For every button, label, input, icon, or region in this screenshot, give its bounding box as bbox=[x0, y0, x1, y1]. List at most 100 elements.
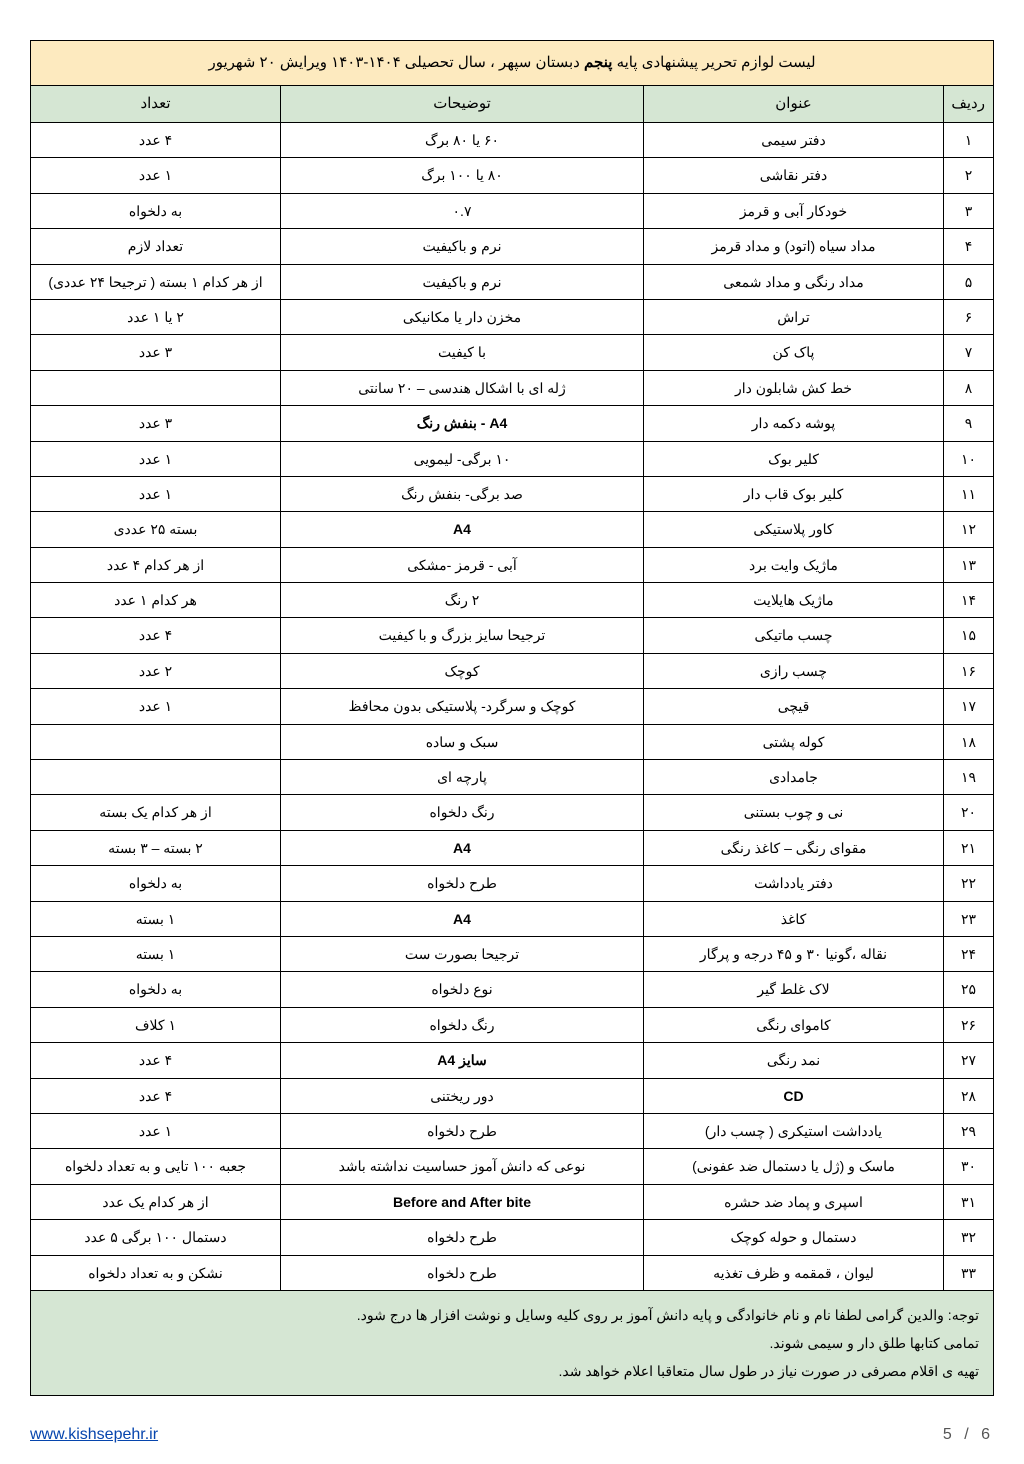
cell-title: قیچی bbox=[644, 689, 944, 724]
cell-qty: ۴ عدد bbox=[31, 123, 281, 158]
cell-desc: ۲ رنگ bbox=[281, 583, 644, 618]
table-row: ۲۲دفتر یادداشتطرح دلخواهبه دلخواه bbox=[31, 866, 994, 901]
cell-desc: A4 bbox=[281, 512, 644, 547]
cell-qty: از هر کدام ۱ بسته ( ترجیحا ۲۴ عددی) bbox=[31, 264, 281, 299]
cell-title: لیوان ، قمقمه و ظرف تغذیه bbox=[644, 1255, 944, 1290]
cell-num: ۱۱ bbox=[944, 476, 994, 511]
notes-row: توجه: والدین گرامی لطفا نام و نام خانواد… bbox=[31, 1290, 994, 1395]
table-row: ۲۶کاموای رنگیرنگ دلخواه۱ کلاف bbox=[31, 1007, 994, 1042]
cell-qty: ۳ عدد bbox=[31, 406, 281, 441]
cell-num: ۳۱ bbox=[944, 1184, 994, 1219]
cell-num: ۲۲ bbox=[944, 866, 994, 901]
notes-cell: توجه: والدین گرامی لطفا نام و نام خانواد… bbox=[31, 1290, 994, 1395]
table-row: ۱۳ماژیک وایت بردآبی - قرمز -مشکیاز هر کد… bbox=[31, 547, 994, 582]
cell-desc: ۰.۷ bbox=[281, 193, 644, 228]
cell-desc: A4 - بنفش رنگ bbox=[281, 406, 644, 441]
table-row: ۹پوشه دکمه دارA4 - بنفش رنگ۳ عدد bbox=[31, 406, 994, 441]
table-row: ۱۴ماژیک هایلایت۲ رنگهر کدام ۱ عدد bbox=[31, 583, 994, 618]
table-row: ۲۳کاغذA4۱ بسته bbox=[31, 901, 994, 936]
cell-desc: مخزن دار یا مکانیکی bbox=[281, 299, 644, 334]
table-row: ۶تراشمخزن دار یا مکانیکی۲ یا ۱ عدد bbox=[31, 299, 994, 334]
cell-desc: طرح دلخواه bbox=[281, 1255, 644, 1290]
cell-num: ۱۳ bbox=[944, 547, 994, 582]
cell-title: CD bbox=[644, 1078, 944, 1113]
cell-qty: جعبه ۱۰۰ تایی و به تعداد دلخواه bbox=[31, 1149, 281, 1184]
cell-num: ۳ bbox=[944, 193, 994, 228]
table-row: ۵مداد رنگی و مداد شمعینرم و باکیفیتاز هر… bbox=[31, 264, 994, 299]
cell-num: ۳۳ bbox=[944, 1255, 994, 1290]
cell-desc: صد برگی- بنفش رنگ bbox=[281, 476, 644, 511]
cell-num: ۲۶ bbox=[944, 1007, 994, 1042]
cell-num: ۵ bbox=[944, 264, 994, 299]
website-link[interactable]: www.kishsepehr.ir bbox=[30, 1426, 158, 1444]
cell-num: ۱۴ bbox=[944, 583, 994, 618]
table-row: ۸خط کش شابلون دارژله ای با اشکال هندسی –… bbox=[31, 370, 994, 405]
table-row: ۱۹جامدادیپارچه ای bbox=[31, 760, 994, 795]
table-row: ۱۱کلیر بوک قاب دارصد برگی- بنفش رنگ۱ عدد bbox=[31, 476, 994, 511]
cell-num: ۱۰ bbox=[944, 441, 994, 476]
note-line: تهیه ی اقلام مصرفی در صورت نیاز در طول س… bbox=[45, 1357, 979, 1385]
cell-title: مقوای رنگی – کاغذ رنگی bbox=[644, 830, 944, 865]
table-row: ۲۵لاک غلط گیرنوع دلخواهبه دلخواه bbox=[31, 972, 994, 1007]
col-header-qty: تعداد bbox=[31, 86, 281, 123]
cell-num: ۲۹ bbox=[944, 1113, 994, 1148]
table-row: ۲دفتر نقاشی۸۰ یا ۱۰۰ برگ۱ عدد bbox=[31, 158, 994, 193]
cell-num: ۲۳ bbox=[944, 901, 994, 936]
cell-num: ۷ bbox=[944, 335, 994, 370]
title-grade: پنجم bbox=[584, 54, 612, 71]
cell-num: ۴ bbox=[944, 229, 994, 264]
cell-qty: ۲ عدد bbox=[31, 653, 281, 688]
cell-num: ۱۹ bbox=[944, 760, 994, 795]
cell-qty: دستمال ۱۰۰ برگی ۵ عدد bbox=[31, 1220, 281, 1255]
cell-desc: ۱۰ برگی- لیمویی bbox=[281, 441, 644, 476]
cell-desc: دور ریختنی bbox=[281, 1078, 644, 1113]
cell-title: کوله پشتی bbox=[644, 724, 944, 759]
cell-qty: ۱ عدد bbox=[31, 158, 281, 193]
cell-title: ماژیک وایت برد bbox=[644, 547, 944, 582]
cell-qty: ۳ عدد bbox=[31, 335, 281, 370]
cell-desc: سایز A4 bbox=[281, 1043, 644, 1078]
cell-title: دفتر یادداشت bbox=[644, 866, 944, 901]
cell-desc: نرم و باکیفیت bbox=[281, 229, 644, 264]
cell-desc: ترجیحا سایز بزرگ و با کیفیت bbox=[281, 618, 644, 653]
cell-qty: ۱ بسته bbox=[31, 936, 281, 971]
cell-num: ۲ bbox=[944, 158, 994, 193]
cell-title: نقاله ،گونیا ۳۰ و ۴۵ درجه و پرگار bbox=[644, 936, 944, 971]
cell-qty: به دلخواه bbox=[31, 866, 281, 901]
table-row: ۱۵چسب ماتیکیترجیحا سایز بزرگ و با کیفیت۴… bbox=[31, 618, 994, 653]
cell-qty: ۴ عدد bbox=[31, 618, 281, 653]
cell-desc: نوعی که دانش آموز حساسیت نداشته باشد bbox=[281, 1149, 644, 1184]
cell-qty: ۱ عدد bbox=[31, 476, 281, 511]
cell-title: خودکار آبی و قرمز bbox=[644, 193, 944, 228]
cell-num: ۲۱ bbox=[944, 830, 994, 865]
col-header-desc: توضیحات bbox=[281, 86, 644, 123]
cell-num: ۲۸ bbox=[944, 1078, 994, 1113]
cell-qty: به دلخواه bbox=[31, 972, 281, 1007]
cell-desc: رنگ دلخواه bbox=[281, 795, 644, 830]
cell-qty: ۲ بسته – ۳ بسته bbox=[31, 830, 281, 865]
cell-title: کلیر بوک قاب دار bbox=[644, 476, 944, 511]
cell-qty: بسته ۲۵ عددی bbox=[31, 512, 281, 547]
cell-desc: رنگ دلخواه bbox=[281, 1007, 644, 1042]
table-row: ۱۸کوله پشتیسبک و ساده bbox=[31, 724, 994, 759]
cell-desc: طرح دلخواه bbox=[281, 1113, 644, 1148]
cell-desc: نوع دلخواه bbox=[281, 972, 644, 1007]
cell-title: چسب رازی bbox=[644, 653, 944, 688]
cell-num: ۳۰ bbox=[944, 1149, 994, 1184]
cell-title: دفتر سیمی bbox=[644, 123, 944, 158]
cell-qty: ۲ یا ۱ عدد bbox=[31, 299, 281, 334]
cell-num: ۶ bbox=[944, 299, 994, 334]
cell-desc: سبک و ساده bbox=[281, 724, 644, 759]
cell-qty: از هر کدام یک بسته bbox=[31, 795, 281, 830]
cell-num: ۱۲ bbox=[944, 512, 994, 547]
cell-num: ۲۰ bbox=[944, 795, 994, 830]
page: لیست لوازم تحریر پیشنهادی پایه پنجم دبست… bbox=[30, 40, 994, 1444]
cell-desc: ۶۰ یا ۸۰ برگ bbox=[281, 123, 644, 158]
cell-title: اسپری و پماد ضد حشره bbox=[644, 1184, 944, 1219]
cell-num: ۱۵ bbox=[944, 618, 994, 653]
cell-title: خط کش شابلون دار bbox=[644, 370, 944, 405]
cell-desc: Before and After bite bbox=[281, 1184, 644, 1219]
cell-qty: به دلخواه bbox=[31, 193, 281, 228]
cell-qty: ۱ بسته bbox=[31, 901, 281, 936]
cell-desc: آبی - قرمز -مشکی bbox=[281, 547, 644, 582]
